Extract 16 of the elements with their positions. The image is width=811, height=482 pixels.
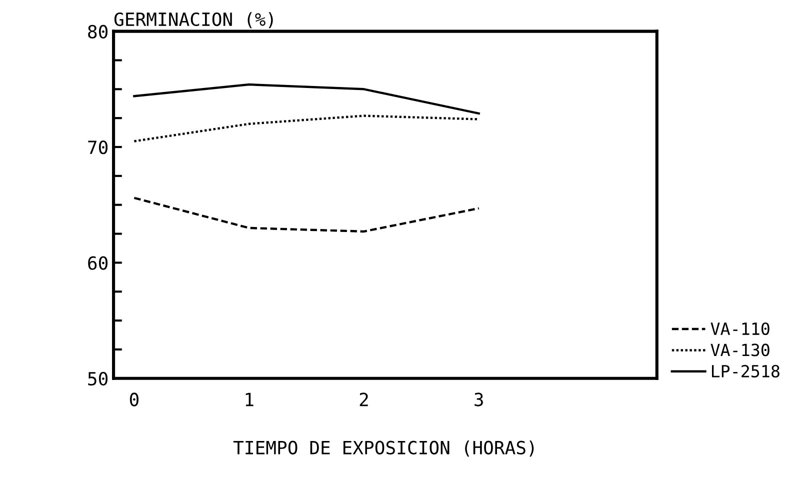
y-tick-label: 70 — [88, 140, 108, 154]
y-axis-title: GERMINACION (%) — [114, 12, 273, 28]
y-tick-label: 50 — [88, 372, 108, 386]
y-tick-label: 80 — [88, 24, 108, 38]
x-tick-label: 0 — [130, 392, 138, 406]
line-series — [133, 114, 480, 142]
legend-label: LP-2518 — [712, 364, 780, 378]
x-axis-title: TIEMPO DE EXPOSICION (HORAS) — [233, 440, 534, 457]
x-tick-label: 1 — [246, 392, 254, 406]
line-series — [133, 196, 480, 233]
x-tick-label: 3 — [474, 392, 483, 406]
x-tick-label: 2 — [360, 392, 368, 406]
legend-label: VA-110 — [710, 322, 770, 336]
legend-label: VA-130 — [710, 344, 770, 356]
line-series — [133, 83, 480, 115]
y-tick-label: 60 — [88, 256, 108, 270]
